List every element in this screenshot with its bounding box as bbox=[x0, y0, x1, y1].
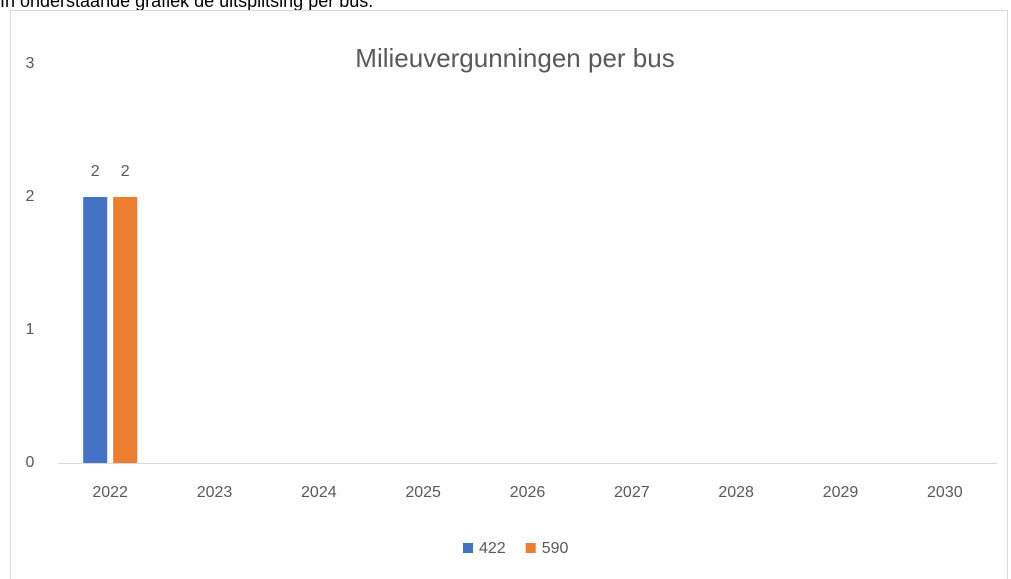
x-tick-label: 2030 bbox=[927, 484, 963, 501]
x-tick-label: 2022 bbox=[92, 484, 128, 501]
chart-title: Milieuvergunningen per bus bbox=[355, 43, 674, 73]
legend-label: 422 bbox=[479, 540, 506, 557]
caption: In onderstaande grafiek de uitsplitsing … bbox=[0, 0, 373, 11]
x-tick-label: 2029 bbox=[823, 484, 859, 501]
x-tick-label: 2028 bbox=[718, 484, 754, 501]
data-label: 2 bbox=[91, 163, 100, 180]
y-tick-label: 3 bbox=[26, 55, 35, 72]
legend-label: 590 bbox=[542, 540, 569, 557]
x-tick-label: 2026 bbox=[510, 484, 546, 501]
data-label: 2 bbox=[121, 163, 130, 180]
y-tick-label: 1 bbox=[26, 321, 35, 338]
y-tick-label: 2 bbox=[26, 188, 35, 205]
x-tick-label: 2023 bbox=[197, 484, 233, 501]
x-tick-label: 2024 bbox=[301, 484, 337, 501]
y-tick-label: 0 bbox=[26, 454, 35, 471]
x-tick-label: 2027 bbox=[614, 484, 650, 501]
x-tick-label: 2025 bbox=[405, 484, 441, 501]
bar bbox=[83, 197, 108, 463]
legend-swatch bbox=[463, 543, 473, 553]
legend-swatch bbox=[525, 543, 536, 553]
chart-border bbox=[10, 10, 1008, 579]
bar bbox=[113, 197, 138, 463]
